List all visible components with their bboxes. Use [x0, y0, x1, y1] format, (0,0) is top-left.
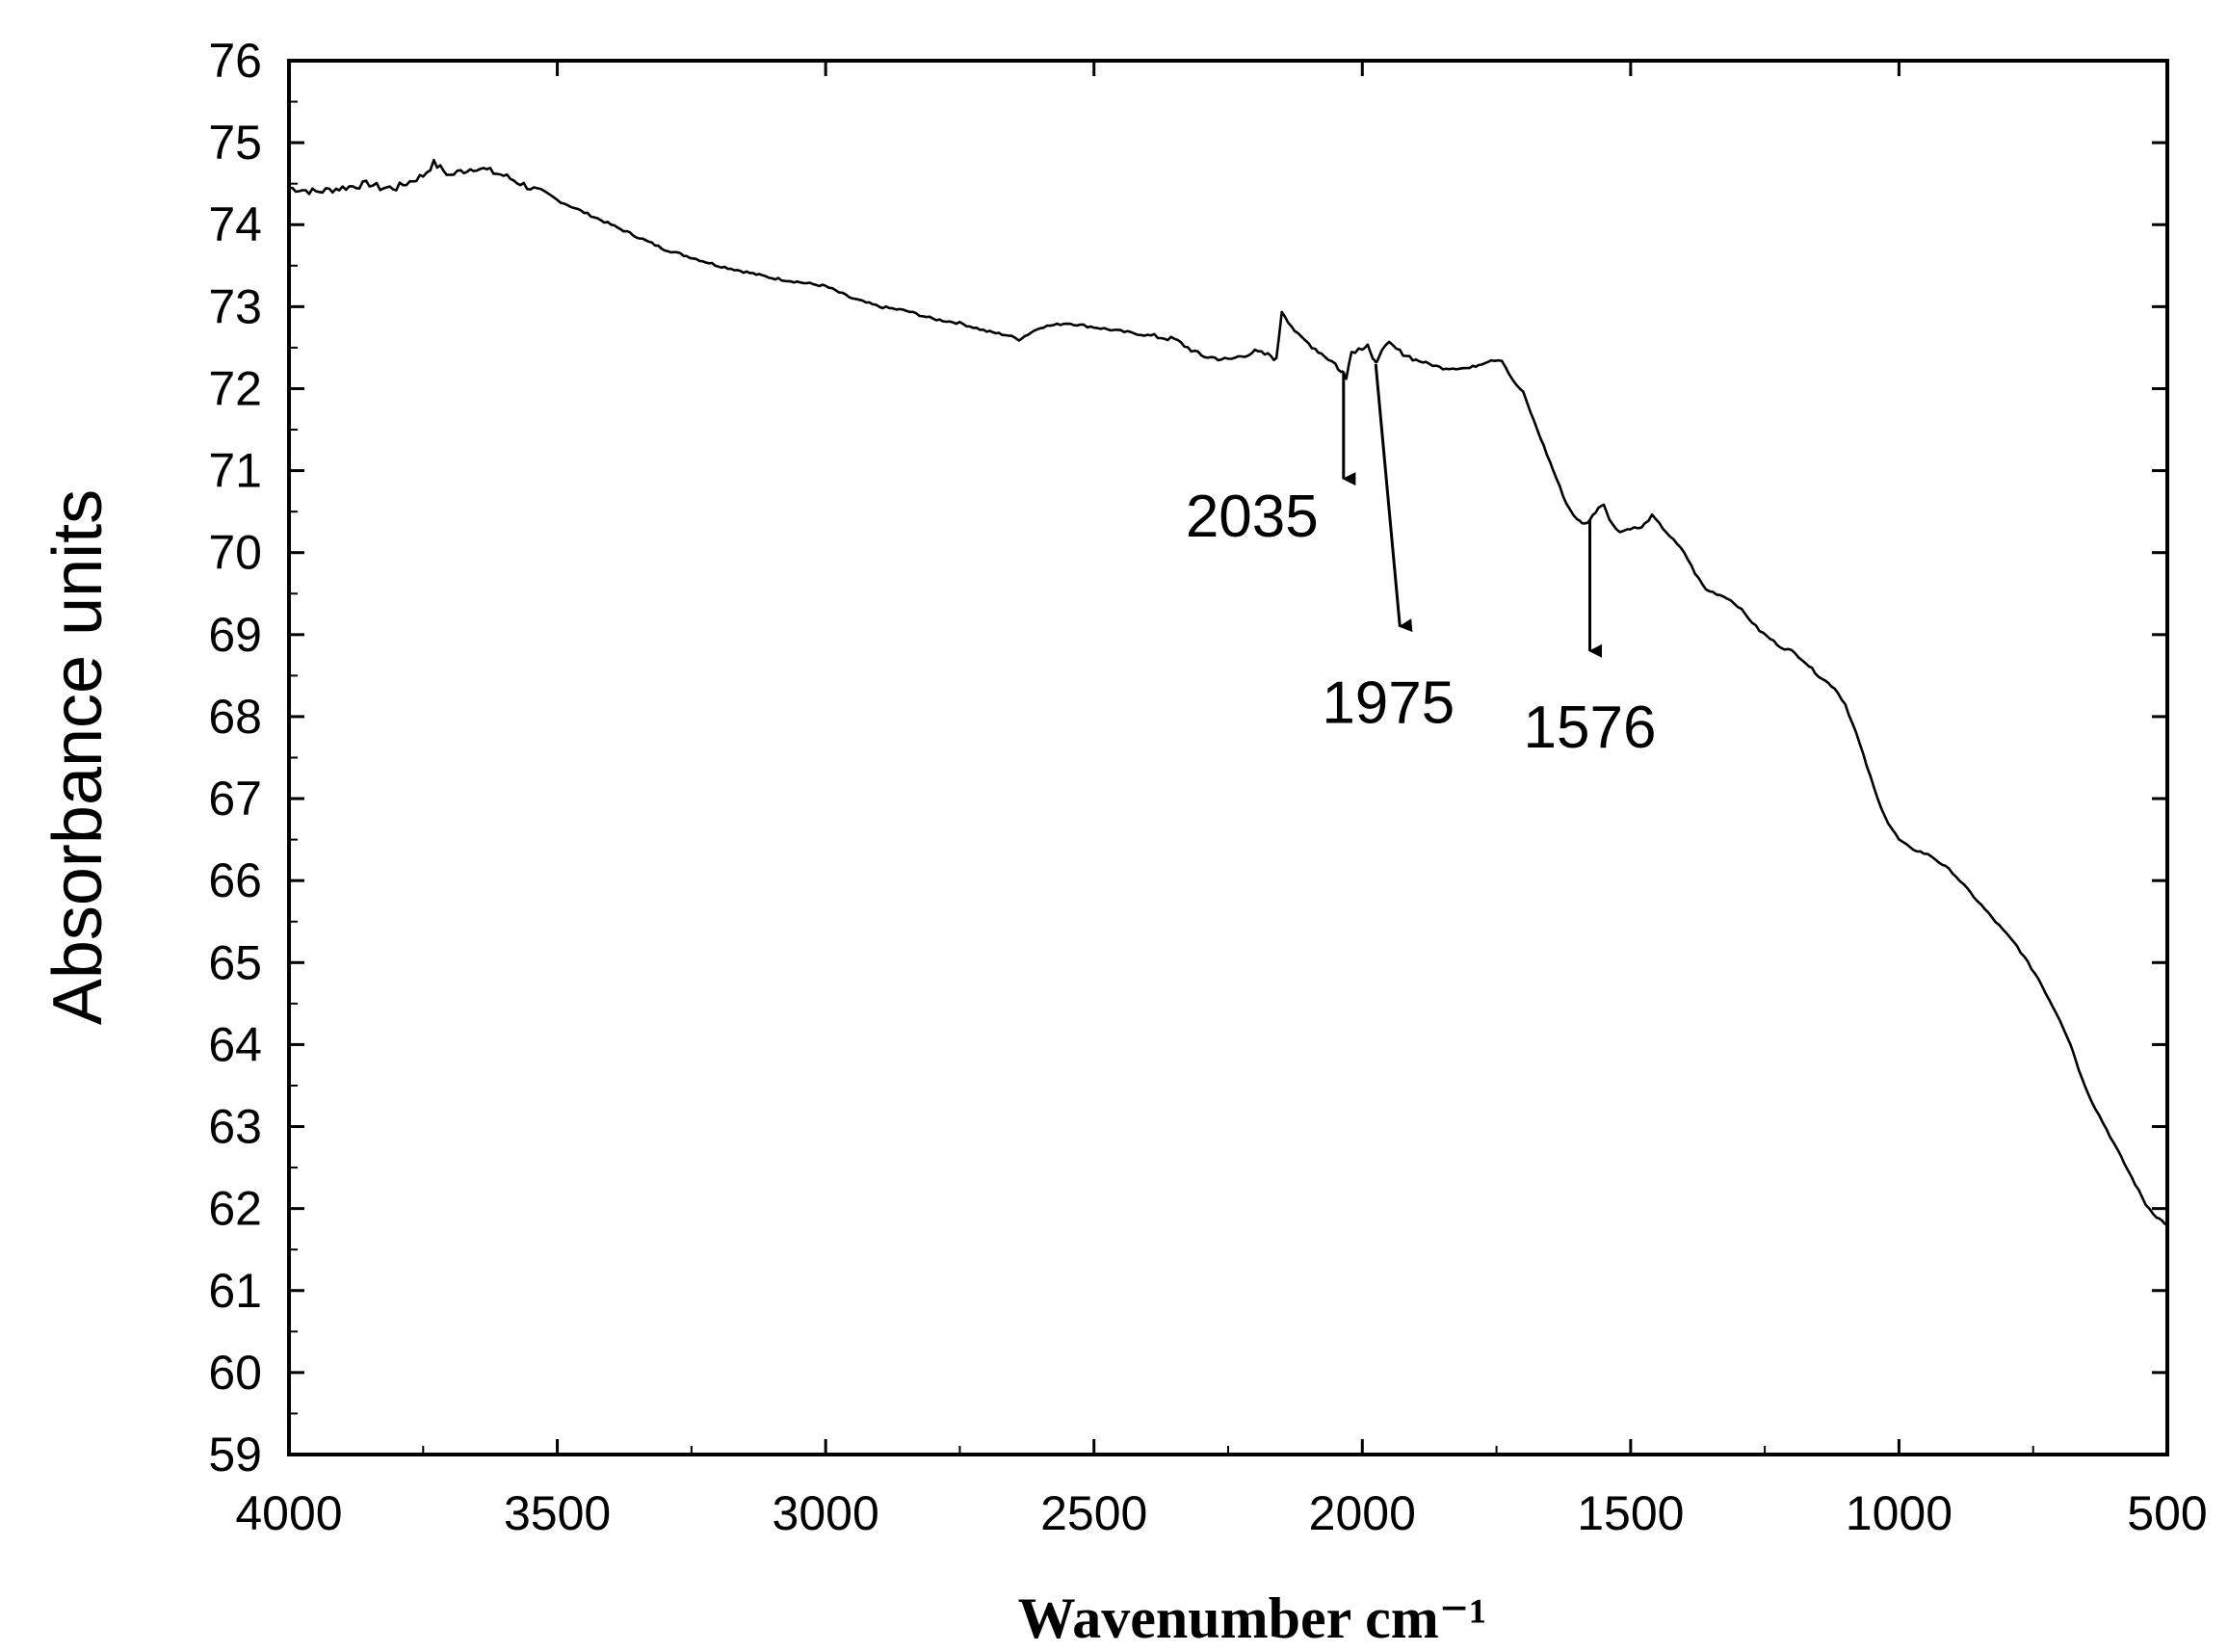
y-tick-label: 76 [208, 34, 262, 88]
y-axis: 59 60 61 62 63 64 65 66 67 68 69 70 71 72 73 74 75 76 [208, 34, 2167, 1482]
x-tick-label: 1500 [1577, 1486, 1684, 1540]
y-tick-label: 62 [208, 1182, 262, 1236]
annotation-arrow [1374, 363, 1413, 633]
spectrum-line [289, 158, 2168, 1226]
series-layer [289, 158, 2168, 1226]
annotation-label: 2035 [1186, 484, 1319, 550]
y-tick-label: 71 [208, 444, 262, 498]
x-axis-title: Wavenumber cm⁻¹ [1018, 1586, 1487, 1650]
x-axis: 4000 3500 3000 2500 2000 1500 1000 500 [235, 61, 2208, 1540]
y-tick-label: 72 [208, 361, 262, 415]
y-axis-title: Absorbance units [39, 489, 117, 1025]
annotation-layer: 2035 1975 1576 [1186, 363, 1657, 761]
y-tick-label: 65 [208, 935, 262, 989]
x-tick-label: 500 [2127, 1486, 2207, 1540]
x-tick-label: 2500 [1040, 1486, 1147, 1540]
plot-area-frame [287, 59, 2169, 1456]
x-tick-label: 3000 [773, 1486, 879, 1540]
y-tick-label: 64 [208, 1017, 262, 1071]
annotation-label: 1975 [1322, 669, 1455, 736]
annotation-label: 1576 [1524, 695, 1657, 761]
x-tick-label: 3500 [504, 1486, 611, 1540]
y-tick-label: 74 [208, 197, 262, 251]
y-tick-label: 69 [208, 608, 262, 662]
y-tick-label: 68 [208, 690, 262, 744]
x-tick-label: 4000 [235, 1486, 342, 1540]
y-tick-label: 70 [208, 526, 262, 580]
y-tick-label: 73 [208, 279, 262, 333]
y-tick-label: 66 [208, 853, 262, 907]
y-tick-label: 67 [208, 772, 262, 826]
y-tick-label: 59 [208, 1428, 262, 1482]
x-tick-label: 1000 [1846, 1486, 1953, 1540]
y-tick-label: 75 [208, 116, 262, 170]
y-tick-label: 63 [208, 1100, 262, 1154]
y-tick-label: 61 [208, 1264, 262, 1318]
y-tick-label: 60 [208, 1346, 262, 1400]
x-tick-label: 2000 [1309, 1486, 1416, 1540]
